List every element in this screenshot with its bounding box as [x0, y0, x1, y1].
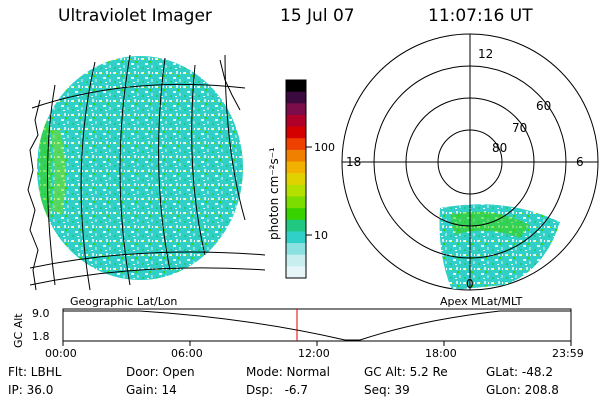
- colorbar-cell: [286, 138, 306, 151]
- mlat-label-70: 70: [512, 121, 527, 135]
- uv-earth-disk: [37, 56, 243, 280]
- info-door: Door: Open: [126, 365, 195, 379]
- info-glon: GLon: 208.8: [486, 383, 559, 397]
- observation-time: 11:07:16 UT: [428, 6, 533, 26]
- altitude-ylabel: GC Alt: [12, 313, 25, 348]
- colorbar-cell: [286, 254, 306, 267]
- info-gc-alt: GC Alt: 5.2 Re: [364, 365, 448, 379]
- colorbar-tick-100: 100: [314, 141, 335, 154]
- colorbar-cell: [286, 208, 306, 221]
- info-glat: GLat: -48.2: [486, 365, 553, 379]
- geo-panel-caption: Geographic Lat/Lon: [70, 295, 178, 308]
- mlat-label-60: 60: [536, 99, 551, 113]
- mlt-label-12: 12: [478, 47, 493, 61]
- meridian-line: [158, 57, 171, 271]
- altitude-ymin: 1.8: [32, 330, 50, 343]
- mlt-label-0: 0: [466, 277, 474, 291]
- colorbar-cell: [286, 231, 306, 244]
- x-tick-2359: 23:59: [552, 347, 584, 360]
- x-tick-0000: 00:00: [45, 347, 77, 360]
- meridian-line: [224, 54, 246, 221]
- x-tick-0600: 06:00: [171, 347, 203, 360]
- coastline-east: [219, 59, 241, 111]
- colorbar-cell: [286, 91, 306, 104]
- colorbar-cell: [286, 219, 306, 233]
- polar-mlat-mlt-panel: 12 18 6 0 60 70 80: [341, 33, 599, 291]
- latitude-line: [29, 267, 266, 286]
- colorbar: 100 10 photon cm⁻²s⁻¹: [267, 79, 335, 279]
- x-tick-1200: 12:00: [298, 347, 330, 360]
- colorbar-cell: [286, 161, 306, 174]
- mlt-label-6: 6: [576, 155, 584, 169]
- colorbar-cell: [286, 80, 306, 93]
- observation-date: 15 Jul 07: [280, 6, 355, 26]
- meridian-line: [191, 64, 206, 256]
- colorbar-cell: [286, 114, 306, 128]
- colorbar-cell: [286, 184, 306, 198]
- mlat-label-80: 80: [492, 141, 507, 155]
- info-dsp: Dsp: -6.7: [246, 383, 309, 397]
- info-ip: IP: 36.0: [8, 383, 54, 397]
- altitude-plot-frame: [62, 308, 572, 342]
- altitude-curve: [63, 310, 571, 341]
- colorbar-cell: [286, 243, 306, 256]
- colorbar-cell: [286, 149, 306, 163]
- colorbar-cell: [286, 196, 306, 209]
- coastline: [27, 99, 41, 291]
- colorbar-tick-10: 10: [314, 229, 328, 242]
- info-seq: Seq: 39: [364, 383, 410, 397]
- polar-panel-caption: Apex MLat/MLT: [440, 295, 523, 308]
- colorbar-label: photon cm⁻²s⁻¹: [267, 147, 281, 240]
- colorbar-cell: [286, 103, 306, 116]
- x-tick-1800: 18:00: [425, 347, 457, 360]
- info-gain: Gain: 14: [126, 383, 177, 397]
- geographic-image-panel: [27, 54, 266, 291]
- meridian-line: [80, 61, 96, 291]
- colorbar-cell: [286, 126, 306, 139]
- altitude-ymax: 9.0: [32, 307, 50, 320]
- mlt-label-18: 18: [346, 155, 361, 169]
- colorbar-cell: [286, 173, 306, 186]
- app-title: Ultraviolet Imager: [58, 6, 212, 26]
- info-mode: Mode: Normal: [246, 365, 330, 379]
- altitude-plot: GC Alt: [12, 308, 572, 348]
- info-filter: Flt: LBHL: [8, 365, 62, 379]
- latitude-line: [29, 251, 266, 269]
- bright-emission-region: [50, 130, 66, 215]
- meridian-line: [47, 84, 56, 286]
- latitude-line: [31, 83, 246, 109]
- colorbar-frame: [285, 79, 307, 279]
- colorbar-cell: [286, 266, 306, 279]
- meridian-line: [119, 54, 131, 286]
